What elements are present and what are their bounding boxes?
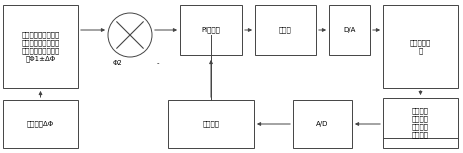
Circle shape <box>108 13 152 57</box>
Text: 根据切割速度和切割
电流查找专家数据库
获得预置切割气体流
量Φ1±ΔΦ: 根据切割速度和切割 电流查找专家数据库 获得预置切割气体流 量Φ1±ΔΦ <box>21 31 60 62</box>
Bar <box>382 98 457 148</box>
Text: D/A: D/A <box>343 27 355 33</box>
Text: 限幅器: 限幅器 <box>279 27 291 33</box>
Bar <box>382 5 457 88</box>
Bar <box>3 5 78 88</box>
Text: 手动微调ΔΦ: 手动微调ΔΦ <box>27 121 54 127</box>
Bar <box>255 5 315 55</box>
Text: Φ2: Φ2 <box>113 60 123 66</box>
Text: 滤波运算: 滤波运算 <box>202 121 219 127</box>
Bar <box>328 5 369 55</box>
Bar <box>3 100 78 148</box>
Bar <box>180 5 242 55</box>
Bar <box>292 100 351 148</box>
Text: PI调节器: PI调节器 <box>201 27 220 33</box>
Bar <box>168 100 253 148</box>
Text: A/D: A/D <box>316 121 328 127</box>
Text: 切割气体气
阀: 切割气体气 阀 <box>409 39 430 54</box>
Text: -: - <box>156 60 159 66</box>
Text: 安装在割
枪上的气
体流量检
测传感器: 安装在割 枪上的气 体流量检 测传感器 <box>411 108 428 138</box>
